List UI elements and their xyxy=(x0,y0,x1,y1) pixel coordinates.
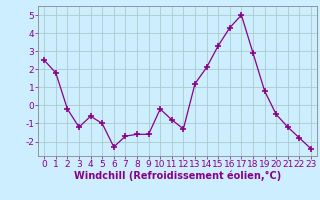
X-axis label: Windchill (Refroidissement éolien,°C): Windchill (Refroidissement éolien,°C) xyxy=(74,171,281,181)
